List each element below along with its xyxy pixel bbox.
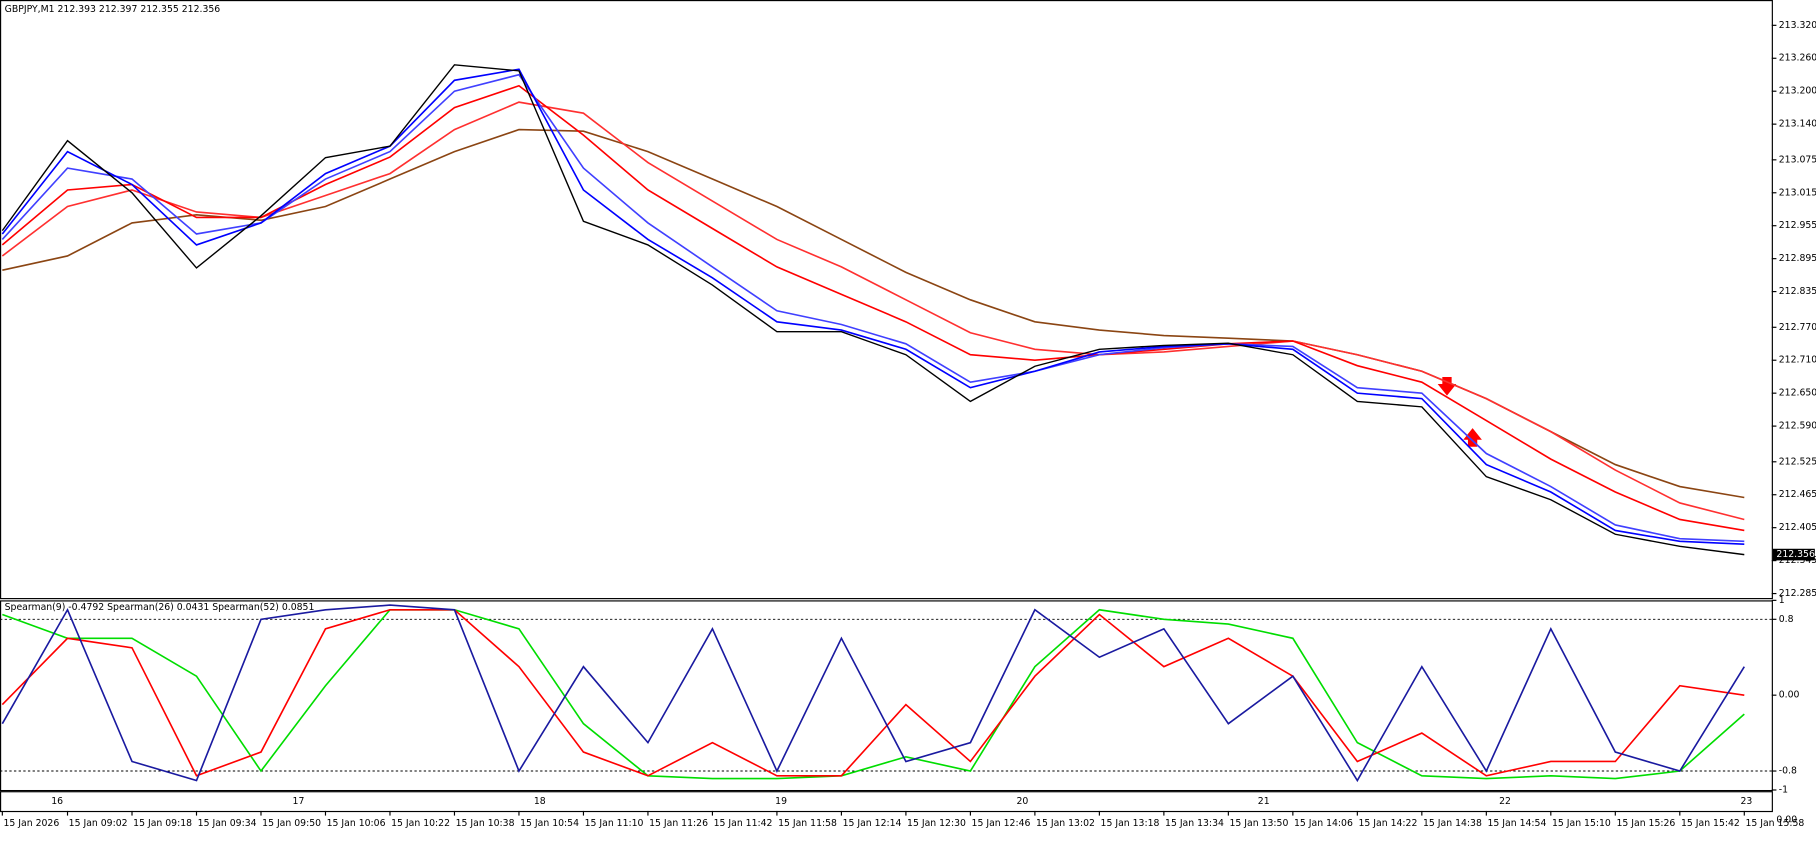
y-tick-label: 212.405	[1779, 522, 1816, 533]
last-price-label: 212.356	[1776, 549, 1815, 560]
series-line	[1, 64, 1745, 556]
period-label: 21	[1258, 796, 1270, 807]
y-tick-label: 213.200	[1779, 86, 1816, 97]
y-tick-label: 212.770	[1779, 322, 1816, 333]
period-label: 22	[1499, 796, 1511, 807]
y-tick-label: 212.525	[1779, 456, 1816, 467]
y-tick-label: 213.140	[1779, 119, 1816, 130]
y-tick-label: 213.260	[1779, 53, 1816, 64]
y-tick-label: 212.895	[1779, 253, 1816, 264]
y-tick-label: 212.465	[1779, 489, 1816, 500]
x-tick-label: 15 Jan 2026	[3, 818, 59, 829]
series-line	[1, 101, 1745, 521]
x-tick-label: 15 Jan 10:22	[391, 818, 450, 829]
y-tick-label: 0.8	[1779, 614, 1794, 625]
x-tick-label: 15 Jan 13:50	[1230, 818, 1289, 829]
y-tick-label: 213.320	[1779, 20, 1816, 31]
x-tick-label: 15 Jan 11:42	[714, 818, 773, 829]
x-tick-label: 15 Jan 14:38	[1423, 818, 1482, 829]
x-tick-label: 15 Jan 14:54	[1487, 818, 1546, 829]
x-tick-label: 15 Jan 11:58	[778, 818, 837, 829]
x-tick-label: 15 Jan 12:14	[843, 818, 902, 829]
period-label: 18	[534, 796, 546, 807]
y-tick-label: 213.075	[1779, 154, 1816, 165]
x-tick-label: 15 Jan 15:58	[1745, 818, 1804, 829]
x-tick-label: 15 Jan 11:10	[585, 818, 644, 829]
x-tick-label: 15 Jan 14:06	[1294, 818, 1353, 829]
price-title: GBPJPY,M1 212.393 212.397 212.355 212.35…	[5, 4, 221, 15]
oscillator-panel	[0, 600, 1773, 792]
y-tick-label: 213.015	[1779, 187, 1816, 198]
y-tick-label: 212.650	[1779, 388, 1816, 399]
buy-arrow	[1463, 428, 1482, 447]
y-tick-label: 1	[1779, 595, 1785, 606]
x-tick-label: 15 Jan 15:10	[1552, 818, 1611, 829]
x-tick-label: 15 Jan 09:18	[133, 818, 192, 829]
y-tick-label: 212.345	[1779, 555, 1816, 566]
x-tick-label: 15 Jan 10:54	[520, 818, 579, 829]
series-line	[1, 73, 1745, 543]
x-tick-label: 15 Jan 15:42	[1681, 818, 1740, 829]
series-line	[1, 68, 1745, 545]
x-tick-label: 15 Jan 13:34	[1165, 818, 1224, 829]
y-tick-label: 212.710	[1779, 355, 1816, 366]
x-tick-label: 15 Jan 10:06	[327, 818, 386, 829]
period-label: 19	[775, 796, 787, 807]
y-tick-label: -1	[1779, 784, 1788, 795]
x-tick-label: 15 Jan 12:30	[907, 818, 966, 829]
series-line	[2, 608, 1745, 780]
x-tick-label: 15 Jan 11:26	[649, 818, 708, 829]
x-tick-label: 15 Jan 09:34	[198, 818, 257, 829]
y-tick-label: -0.8	[1779, 766, 1797, 777]
x-tick-label: 15 Jan 13:02	[1036, 818, 1095, 829]
x-tick-label: 15 Jan 14:22	[1359, 818, 1418, 829]
period-label: 17	[293, 796, 305, 807]
period-label: 20	[1016, 796, 1028, 807]
x-tick-label: 15 Jan 10:38	[456, 818, 515, 829]
y-tick-label: 212.285	[1779, 588, 1816, 599]
oscillator-title: Spearman(9) -0.4792 Spearman(26) 0.0431 …	[5, 602, 315, 613]
last-price-box	[1772, 548, 1815, 561]
x-tick-label: 15 Jan 09:50	[262, 818, 321, 829]
corner-label: 0.00	[1776, 815, 1797, 826]
x-tick-label: 15 Jan 13:18	[1101, 818, 1160, 829]
y-tick-label: 0.00	[1779, 690, 1800, 701]
y-tick-label: 212.835	[1779, 286, 1816, 297]
x-tick-label: 15 Jan 09:02	[69, 818, 128, 829]
x-tick-label: 15 Jan 15:26	[1616, 818, 1675, 829]
y-tick-label: 212.955	[1779, 220, 1816, 231]
y-tick-label: 212.590	[1779, 421, 1816, 432]
series-line	[1, 608, 1745, 777]
period-label: 16	[51, 796, 63, 807]
x-tick-label: 15 Jan 12:46	[972, 818, 1031, 829]
series-line	[1, 604, 1745, 783]
price-panel	[0, 0, 1773, 600]
period-label: 23	[1740, 796, 1752, 807]
separator-strip	[0, 791, 1773, 813]
